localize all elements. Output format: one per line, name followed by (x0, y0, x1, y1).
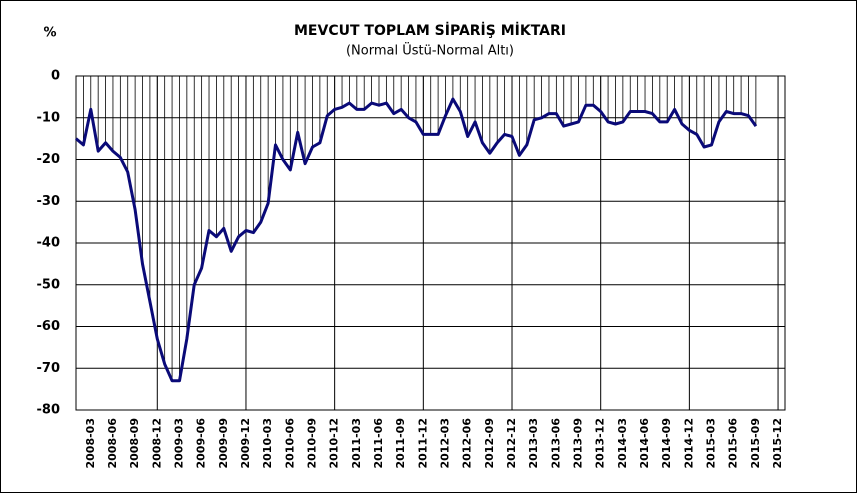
x-tick-label: 2008-06 (106, 418, 119, 469)
y-tick-label: -40 (37, 236, 61, 251)
x-tick-label: 2014-09 (660, 418, 673, 469)
x-tick-label: 2014-06 (638, 418, 651, 469)
x-tick-label: 2014-03 (616, 418, 629, 469)
line (75, 97, 758, 383)
y-tick-label: -20 (37, 152, 61, 167)
chart-title: MEVCUT TOPLAM SİPARİŞ MİKTARI (294, 22, 566, 39)
x-tick-label: 2009-12 (239, 418, 252, 469)
x-tick-label: 2012-03 (439, 418, 452, 469)
y-tick-label: -60 (37, 319, 61, 334)
x-tick-label: 2009-06 (195, 418, 208, 469)
x-tick-label: 2011-06 (372, 418, 385, 469)
y-tick-label: -10 (37, 110, 61, 125)
x-tick-label: 2012-09 (483, 418, 496, 469)
x-tick-label: 2015-09 (749, 418, 762, 469)
x-tick-label: 2014-12 (682, 418, 695, 469)
x-tick-label: 2010-03 (261, 418, 274, 469)
x-tick-label: 2015-03 (705, 418, 718, 469)
x-tick-label: 2010-09 (305, 418, 318, 469)
x-tick-label: 2012-12 (505, 418, 518, 469)
y-label: % (43, 26, 56, 41)
x-tick-label: 2008-03 (84, 418, 97, 469)
y-tick-label: -70 (37, 361, 61, 376)
x-tick-label: 2009-09 (217, 418, 230, 469)
x-tick-label: 2008-09 (128, 418, 141, 469)
x-tick-label: 2012-06 (461, 418, 474, 469)
y-tick-label: 0 (51, 69, 60, 84)
x-tick-label: 2011-09 (394, 418, 407, 469)
y-tick-label: -30 (37, 194, 61, 209)
chart-subtitle: (Normal Üstü-Normal Altı) (346, 42, 514, 59)
y-tick-label: -50 (37, 277, 61, 292)
y-tick-label: -80 (37, 403, 61, 418)
x-tick-label: 2015-06 (727, 418, 740, 469)
x-tick-label: 2008-12 (150, 418, 163, 469)
x-tick-label: 2009-03 (172, 418, 185, 469)
x-tick-label: 2013-09 (572, 418, 585, 469)
x-tick-label: 2010-06 (283, 418, 296, 469)
x-tick-label: 2010-12 (328, 418, 341, 469)
x-tick-label: 2011-03 (350, 418, 363, 469)
x-tick-label: 2011-12 (416, 418, 429, 469)
x-tick-label: 2013-03 (527, 418, 540, 469)
x-tick-label: 2013-12 (594, 418, 607, 469)
x-tick-label: 2015-12 (771, 418, 784, 469)
x-tick-label: 2013-06 (549, 418, 562, 469)
